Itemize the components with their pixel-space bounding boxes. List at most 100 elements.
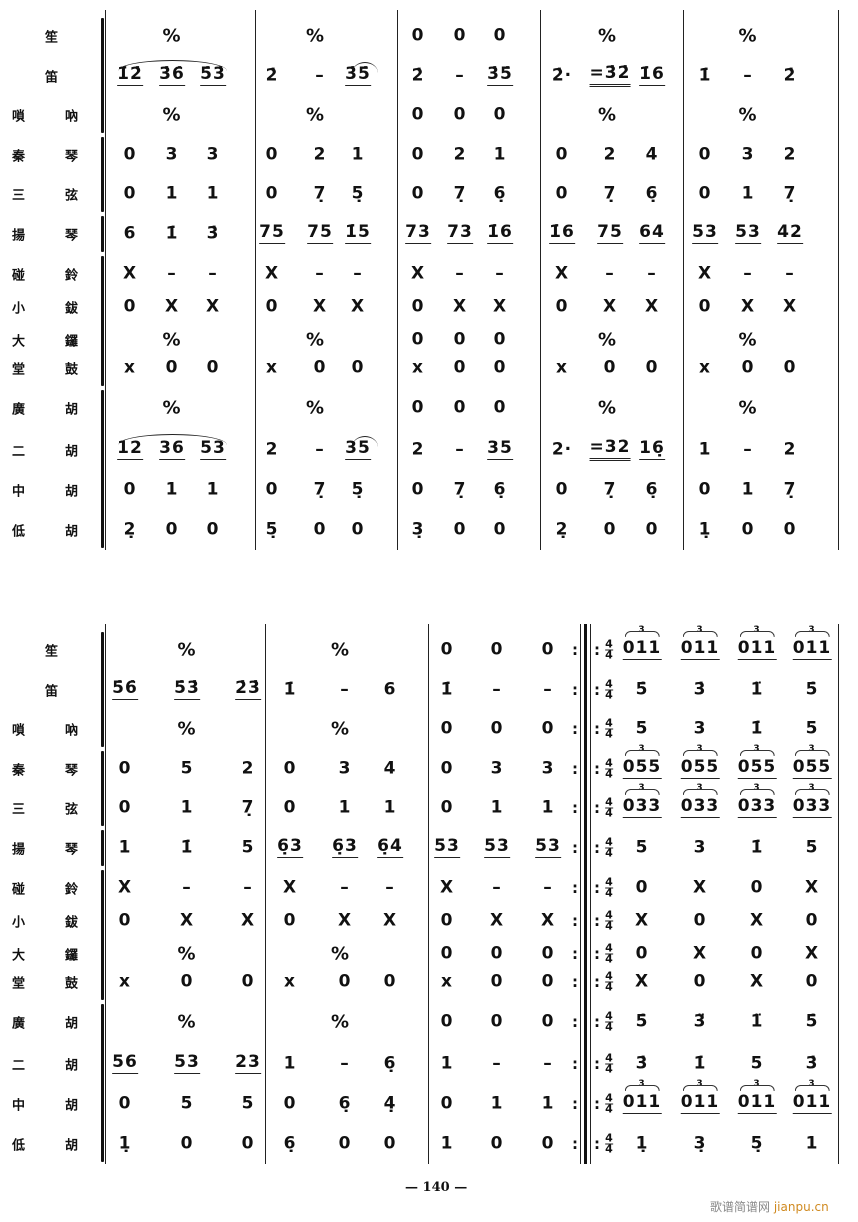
note-beat: – xyxy=(315,65,325,86)
time-sig-numerator: 4 xyxy=(605,1091,613,1105)
barline xyxy=(580,624,581,1164)
note-beat: 7̣ xyxy=(313,183,327,204)
time-sig-denominator: 4 xyxy=(605,1142,613,1156)
note-beat: 2 xyxy=(783,144,797,165)
time-sig-numerator: 4 xyxy=(605,1131,613,1145)
note-beat: 3 xyxy=(693,837,707,858)
note-beat: 1 xyxy=(541,1093,555,1114)
note-beat: 2̣ xyxy=(555,519,569,540)
note-beat: 0 xyxy=(411,183,425,204)
note-beat: 0 xyxy=(206,357,220,378)
note-beat: 0 xyxy=(453,519,467,540)
note-beat: – xyxy=(167,263,177,284)
note-beat: 0 xyxy=(411,479,425,500)
note-beat: 3̇ xyxy=(206,223,220,244)
note-beat: X xyxy=(804,943,820,964)
note-beat: 0 xyxy=(693,971,707,992)
note-beat: 1 xyxy=(698,439,712,460)
note-beat: 0 xyxy=(180,1133,194,1154)
note-beat: 2 xyxy=(313,144,327,165)
note-beat: 0 xyxy=(453,329,467,350)
instrument-label: 二胡 xyxy=(12,444,119,460)
note-beat: 2 xyxy=(783,439,797,460)
time-sig-numerator: 4 xyxy=(605,716,613,730)
time-sig-denominator: 4 xyxy=(605,1102,613,1116)
instrument-label: 碰鈴 xyxy=(12,268,119,284)
note-beat: – xyxy=(182,877,192,898)
note-beat: X xyxy=(634,910,650,931)
instrument-label: 嗩吶 xyxy=(12,723,119,739)
note-beat: 7̣ xyxy=(783,479,797,500)
note-beat: – xyxy=(743,263,753,284)
note-beat: 3̈ xyxy=(693,1011,707,1032)
time-sig-denominator: 4 xyxy=(605,767,613,781)
note-beat: 1 xyxy=(383,797,397,818)
time-sig-denominator: 4 xyxy=(605,919,613,933)
note-beat: 0 xyxy=(741,519,755,540)
note-beat: 3̇ xyxy=(805,1053,819,1074)
instrument-label: 中胡 xyxy=(12,484,119,500)
note-beat: 0 xyxy=(490,1133,504,1154)
note-beat: 1 xyxy=(165,183,179,204)
note-beat: 42 xyxy=(777,222,803,244)
note-beat: 5 xyxy=(805,718,819,739)
note-beat: X xyxy=(179,910,195,931)
note-beat: 1 xyxy=(206,479,220,500)
note-beat: 0 xyxy=(411,296,425,317)
note-beat: 0 xyxy=(165,519,179,540)
measure-repeat-sign: % xyxy=(177,943,196,965)
note-beat: 0 xyxy=(645,519,659,540)
measure-repeat-sign: % xyxy=(177,1011,196,1033)
note-beat: 6̣ xyxy=(383,1053,397,1074)
note-beat: 0 xyxy=(283,758,297,779)
slur-mark xyxy=(118,434,227,445)
instrument-label: 笙 xyxy=(45,30,59,46)
note-beat: 0 xyxy=(440,943,454,964)
note-beat: 0 xyxy=(265,296,279,317)
note-beat: 0 xyxy=(490,639,504,660)
instrument-label: 秦琴 xyxy=(12,149,119,165)
note-beat: 2̇· xyxy=(551,65,573,86)
measure-repeat-sign: % xyxy=(162,329,181,351)
note-beat: 6 xyxy=(123,223,137,244)
note-beat: 1̈ xyxy=(750,1011,764,1032)
note-beat: x xyxy=(266,357,278,378)
time-sig-denominator: 4 xyxy=(605,1062,613,1076)
note-beat: 0 xyxy=(750,943,764,964)
note-beat: 5̇ xyxy=(635,679,649,700)
instrument-label: 嗩吶 xyxy=(12,109,119,125)
note-beat: 2 xyxy=(241,758,255,779)
note-beat: 53 xyxy=(535,836,561,858)
note-beat: 3̣ xyxy=(693,1133,707,1154)
note-beat: 1̇ xyxy=(283,679,297,700)
note-beat: X xyxy=(350,296,366,317)
time-sig-denominator: 4 xyxy=(605,1020,613,1034)
note-beat: X xyxy=(312,296,328,317)
measure-repeat-sign: % xyxy=(305,329,325,351)
repeat-colon: : xyxy=(594,1135,600,1153)
note-beat: 2 xyxy=(603,144,617,165)
note-beat: 055 xyxy=(792,750,832,779)
measure-repeat-sign: % xyxy=(177,718,196,740)
note-beat: 0 xyxy=(123,144,137,165)
time-sig-denominator: 4 xyxy=(605,886,613,900)
note-beat: 7̣ xyxy=(241,797,255,818)
note-beat: 0 xyxy=(118,910,132,931)
instrument-label: 小鈸 xyxy=(12,915,119,931)
instrument-group-bracket xyxy=(101,751,104,826)
note-beat: – xyxy=(455,65,465,86)
note-beat: 0 xyxy=(493,397,507,418)
barline xyxy=(105,10,106,550)
repeat-colon: : xyxy=(572,641,578,659)
note-beat: 055 xyxy=(680,750,720,779)
note-beat: 0 xyxy=(541,639,555,660)
note-beat: 1 xyxy=(165,479,179,500)
note-beat: 011 xyxy=(792,631,832,660)
note-beat: – xyxy=(353,263,363,284)
